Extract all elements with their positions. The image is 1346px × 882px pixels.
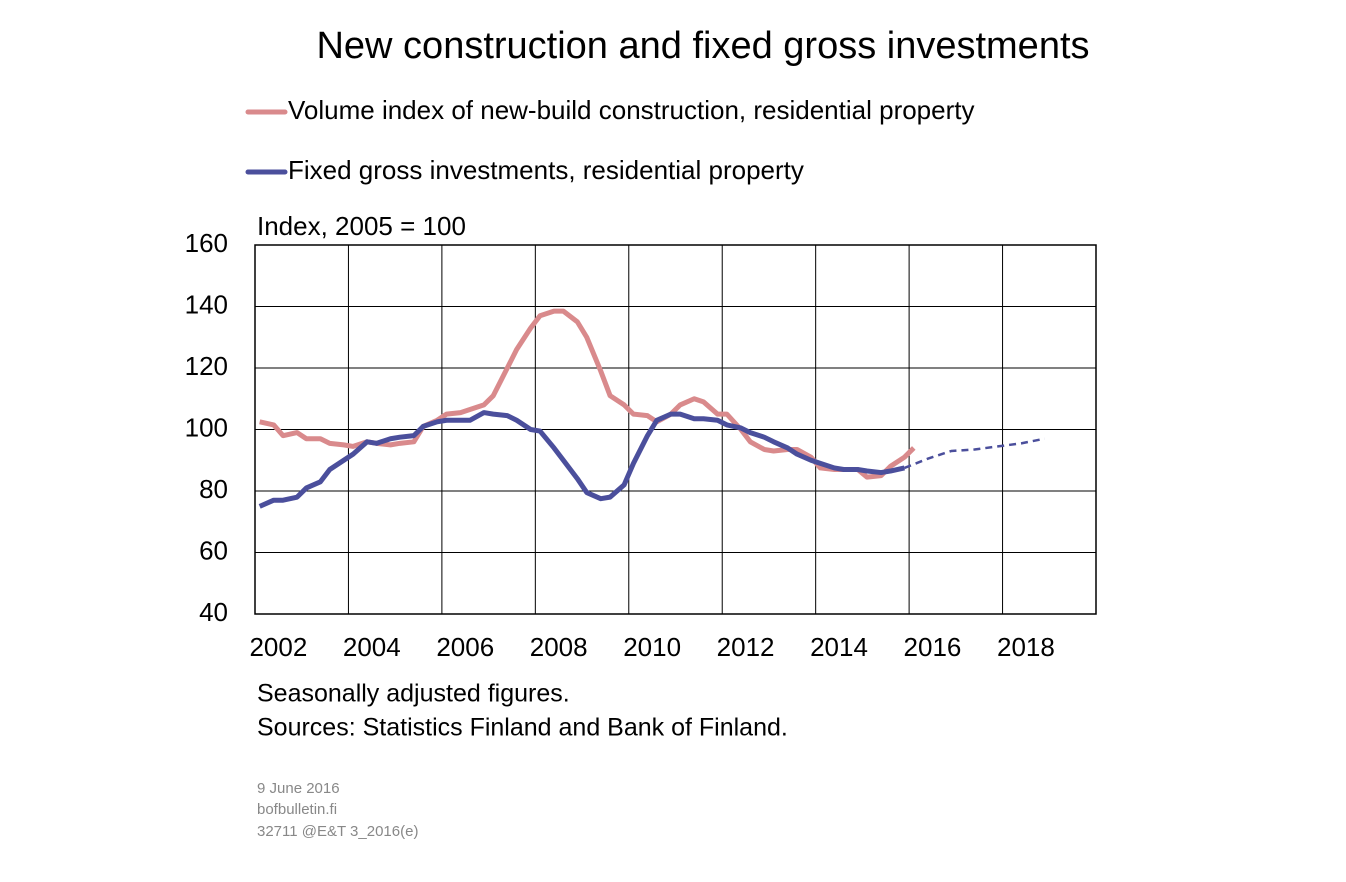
y-tick-label: 160 xyxy=(185,228,228,258)
legend-label: Fixed gross investments, residential pro… xyxy=(288,155,804,185)
y-tick-label: 140 xyxy=(185,289,228,319)
y-tick-label: 60 xyxy=(199,535,228,565)
plot-frame xyxy=(254,244,1097,615)
y-tick-label: 100 xyxy=(185,412,228,442)
legend-label: Volume index of new-build construction, … xyxy=(288,95,975,125)
footer: 9 June 2016 xyxy=(257,780,340,797)
x-tick-label: 2016 xyxy=(904,632,962,662)
x-tick-label: 2012 xyxy=(717,632,775,662)
data-line xyxy=(258,410,905,509)
chart-title: New construction and fixed gross investm… xyxy=(316,25,1089,67)
x-tick-label: 2006 xyxy=(436,632,494,662)
note: Sources: Statistics Finland and Bank of … xyxy=(257,714,788,742)
data-line xyxy=(903,437,1045,470)
note: Seasonally adjusted figures. xyxy=(257,680,570,708)
x-tick-label: 2004 xyxy=(343,632,401,662)
x-tick-label: 2002 xyxy=(249,632,307,662)
x-tick-label: 2014 xyxy=(810,632,868,662)
footer: bofbulletin.fi xyxy=(257,801,337,818)
y-axis-label: Index, 2005 = 100 xyxy=(257,211,466,241)
y-tick-label: 120 xyxy=(185,351,228,381)
x-tick-label: 2010 xyxy=(623,632,681,662)
y-tick-label: 80 xyxy=(199,474,228,504)
footer: 32711 @E&T 3_2016(e) xyxy=(257,823,418,840)
y-tick-label: 40 xyxy=(199,597,228,627)
x-tick-label: 2008 xyxy=(530,632,588,662)
x-tick-label: 2018 xyxy=(997,632,1055,662)
